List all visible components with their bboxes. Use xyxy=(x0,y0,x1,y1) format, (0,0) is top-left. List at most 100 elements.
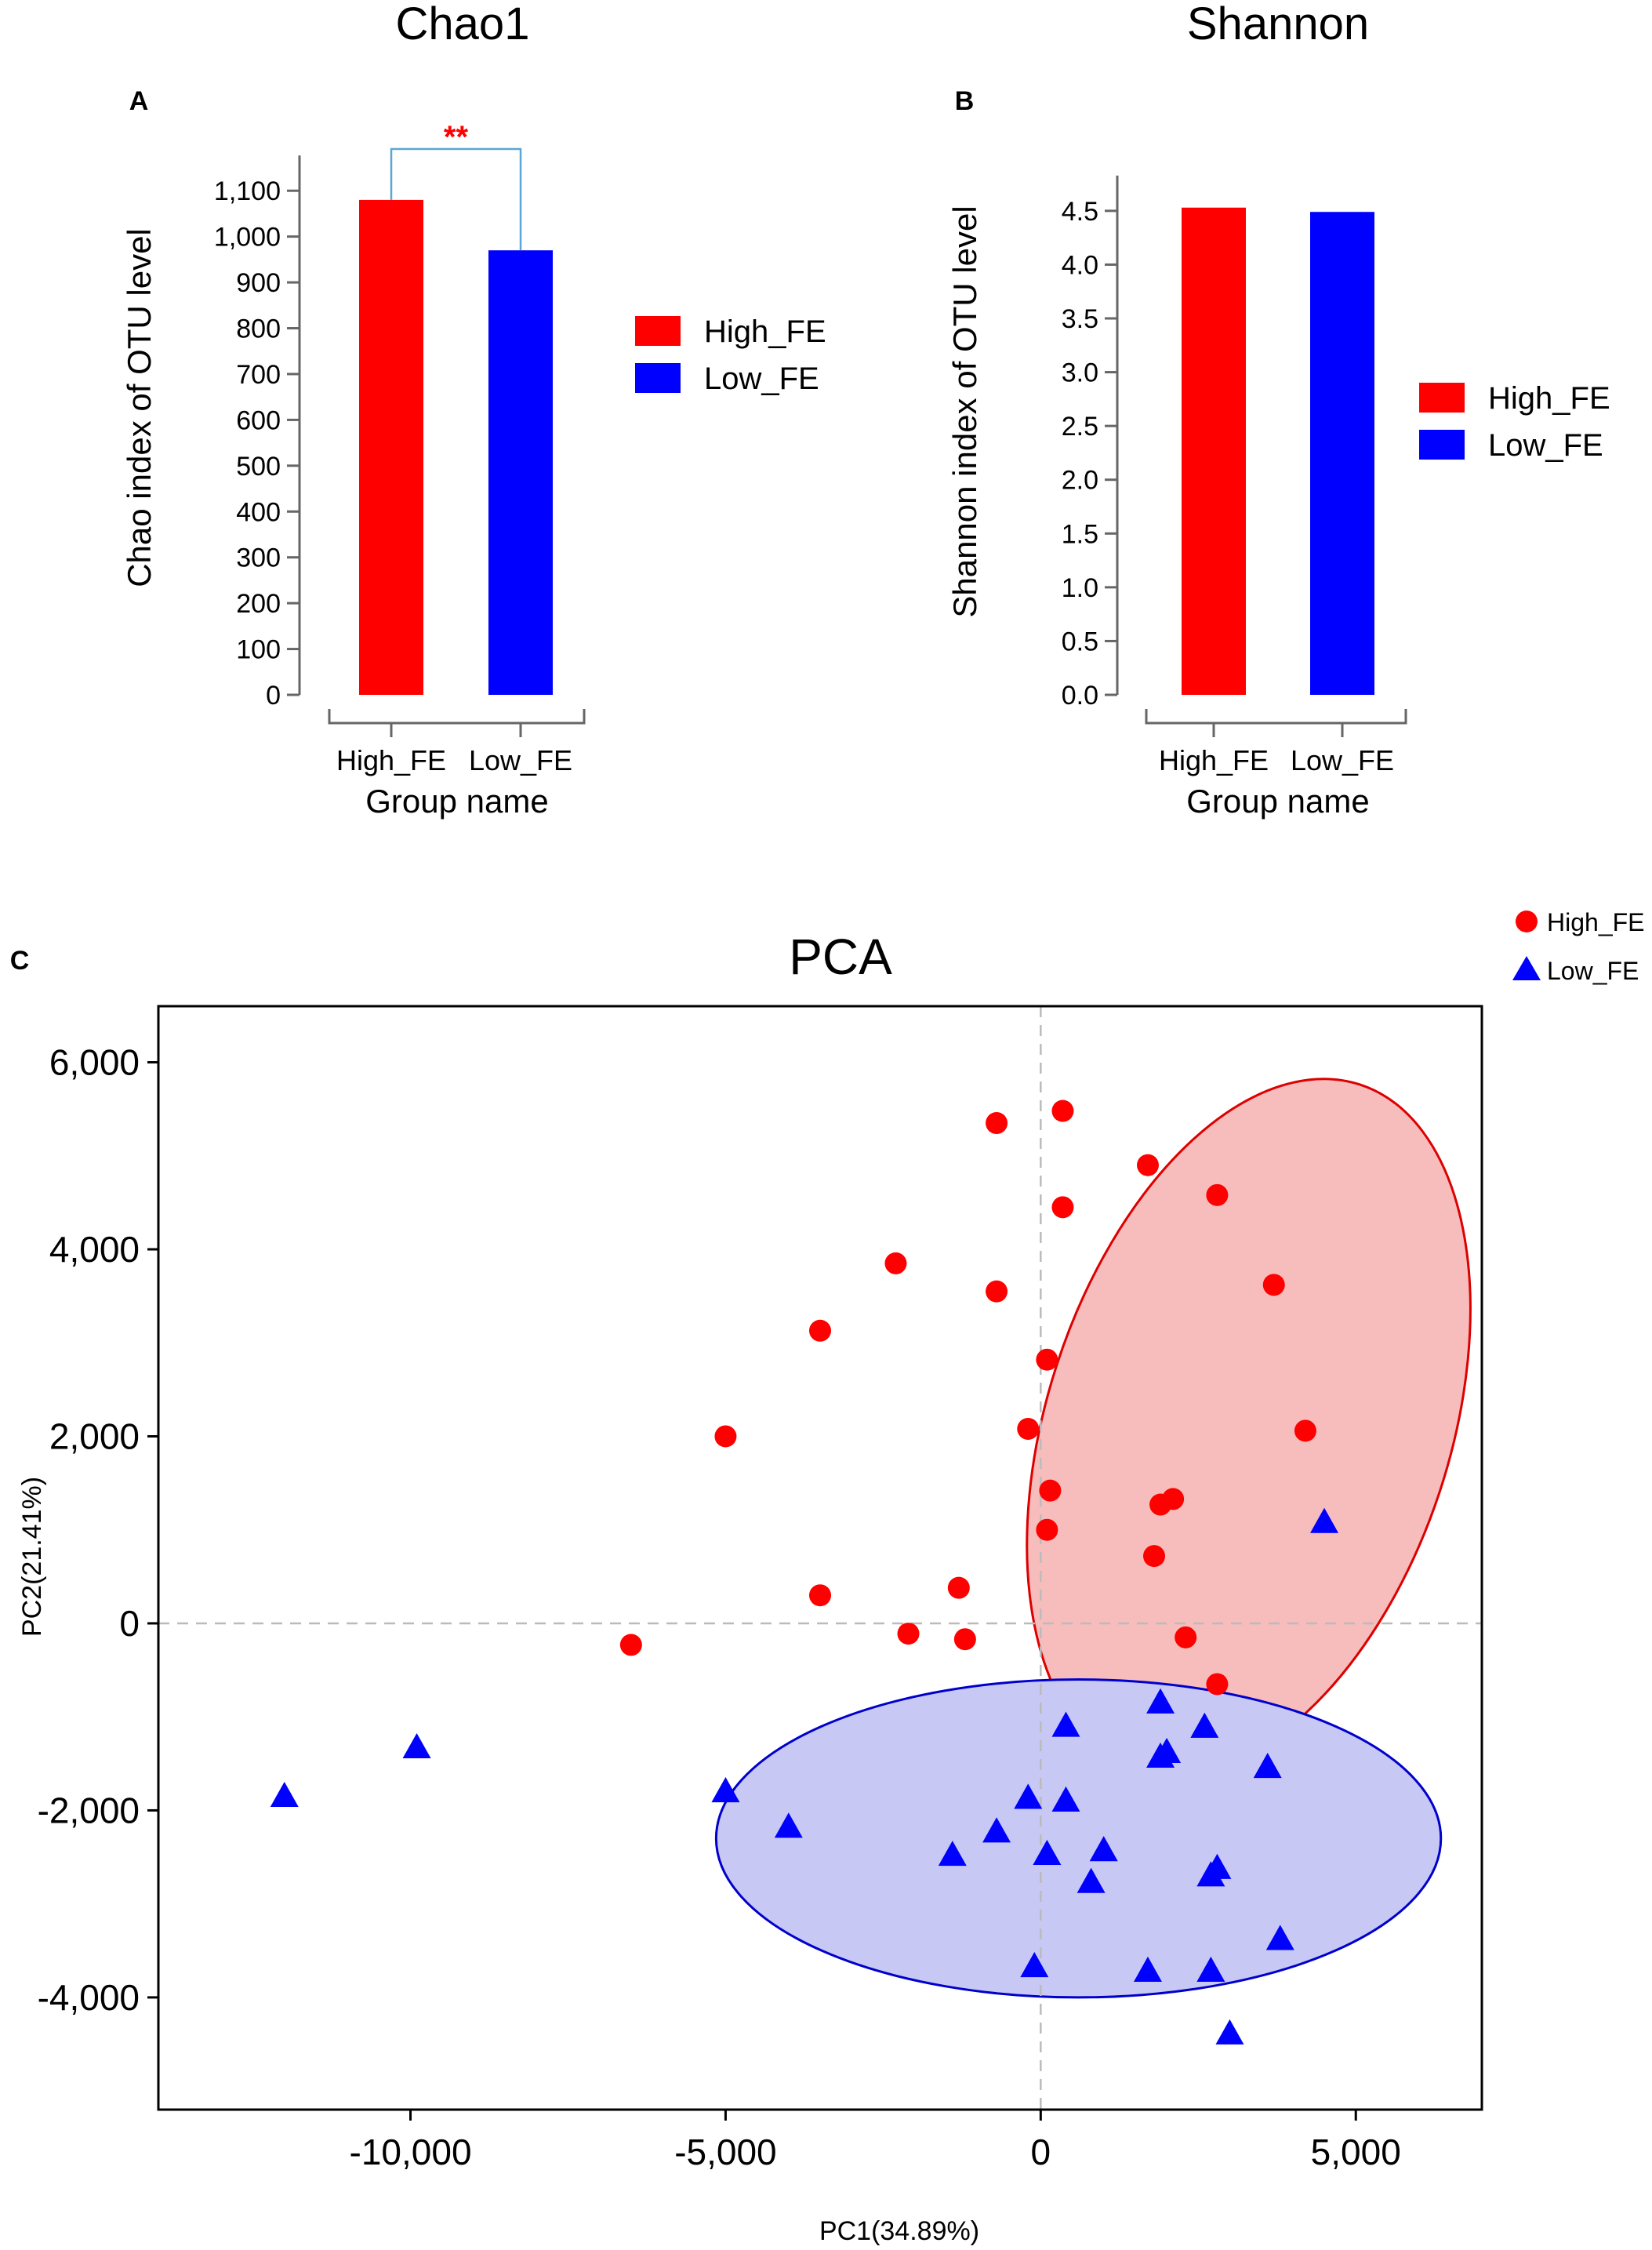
pca-y-tick-label: 2,000 xyxy=(49,1416,140,1456)
pca-point-low-fe xyxy=(1190,1712,1219,1738)
pca-x-tick-label: -5,000 xyxy=(674,2132,776,2172)
chao1-y-tick-label: 800 xyxy=(236,314,281,344)
pca-legend-label-low-fe: Low_FE xyxy=(1547,957,1639,985)
pca-point-high-fe xyxy=(1051,1196,1074,1219)
chao1-x-axis: High_FE Low_FE xyxy=(328,709,586,776)
pca-point-low-fe xyxy=(270,1781,299,1808)
pca-point-high-fe xyxy=(619,1634,642,1656)
pca-point-high-fe xyxy=(1017,1417,1040,1440)
pca-point-high-fe xyxy=(1051,1100,1074,1122)
shannon-legend-swatch-high-fe xyxy=(1419,383,1465,413)
pca-y-tick-label: 6,000 xyxy=(49,1042,140,1083)
pca-point-low-fe xyxy=(1077,1867,1106,1893)
pca-points xyxy=(270,1100,1339,2045)
pca-point-low-fe xyxy=(1051,1786,1080,1812)
chao1-y-tick-label: 200 xyxy=(236,589,281,619)
chao1-x-axis-label: Group name xyxy=(365,783,548,820)
pca-y-tick-label: 4,000 xyxy=(49,1229,140,1270)
shannon-bar-high-fe xyxy=(1182,207,1246,695)
pca-point-low-fe xyxy=(402,1732,431,1759)
chao1-y-tick-label: 600 xyxy=(236,405,281,435)
pca-x-tick-label: 5,000 xyxy=(1311,2132,1401,2172)
panel-label-b: B xyxy=(955,86,975,116)
pca-point-low-fe xyxy=(1014,1783,1043,1809)
shannon-x-axis-line xyxy=(1145,709,1407,725)
pca-point-low-fe xyxy=(774,1812,803,1838)
chao1-significance: ** xyxy=(390,120,522,251)
pca-point-low-fe xyxy=(1133,1956,1162,1983)
pca-point-high-fe xyxy=(1039,1479,1062,1502)
pca-x-axis: -10,000 -5,000 0 5,000 xyxy=(350,2110,1401,2172)
chao1-legend-label-high-fe: High_FE xyxy=(704,314,826,349)
pca-point-low-fe xyxy=(1033,1839,1062,1865)
pca-x-axis-label: PC1(34.89%) xyxy=(819,2216,979,2246)
pca-y-tick-label: 0 xyxy=(119,1603,140,1644)
pca-point-high-fe xyxy=(1206,1183,1229,1206)
pca-point-high-fe xyxy=(809,1319,831,1342)
shannon-legend-label-high-fe: High_FE xyxy=(1488,381,1610,416)
shannon-legend: High_FE Low_FE xyxy=(1419,381,1610,463)
chao1-legend-swatch-low-fe xyxy=(635,363,681,393)
pca-point-high-fe xyxy=(1143,1545,1166,1568)
shannon-x-axis-label: Group name xyxy=(1186,783,1369,820)
chao1-y-tick-label: 1,100 xyxy=(214,176,281,206)
chao1-bar-low-fe xyxy=(488,250,553,695)
pca-point-low-fe xyxy=(1203,1853,1232,1879)
pca-point-low-fe xyxy=(1215,2019,1244,2045)
shannon-y-tick-label: 4.0 xyxy=(1062,250,1098,280)
chao1-y-tick-label: 500 xyxy=(236,452,281,482)
shannon-y-tick-label: 1.5 xyxy=(1062,519,1098,549)
pca-point-high-fe xyxy=(986,1112,1008,1135)
chao1-y-tick-label: 1,000 xyxy=(214,223,281,253)
shannon-y-tick-label: 0.0 xyxy=(1062,681,1098,711)
pca-y-tick-label: -4,000 xyxy=(38,1977,140,2018)
shannon-y-tick-label: 2.5 xyxy=(1062,412,1098,442)
chao1-legend-label-low-fe: Low_FE xyxy=(704,362,819,396)
pca-point-high-fe xyxy=(809,1584,831,1607)
chao1-significance-bracket xyxy=(390,147,522,251)
chao1-x-tick-label: Low_FE xyxy=(469,744,572,776)
chao1-y-tick-label: 300 xyxy=(236,543,281,573)
pca-point-high-fe xyxy=(947,1576,970,1599)
chao1-title: Chao1 xyxy=(396,0,530,49)
pca-y-tick-label: -2,000 xyxy=(38,1790,140,1830)
panel-b-shannon: Shannon B Shannon index of OTU level 0.0… xyxy=(946,0,1610,820)
pca-y-axis-label: PC2(21.41%) xyxy=(17,1477,47,1637)
shannon-y-tick-label: 2.0 xyxy=(1062,466,1098,496)
shannon-bars xyxy=(1182,207,1374,695)
panel-label-c: C xyxy=(10,946,30,976)
chao1-bars xyxy=(359,199,553,695)
pca-point-high-fe xyxy=(897,1623,920,1645)
shannon-legend-swatch-low-fe xyxy=(1419,430,1465,460)
pca-legend-marker-high-fe xyxy=(1516,911,1538,932)
shannon-y-tick-label: 3.5 xyxy=(1062,304,1098,334)
pca-point-high-fe xyxy=(1036,1348,1058,1371)
pca-point-high-fe xyxy=(953,1628,976,1651)
shannon-y-tick-label: 0.5 xyxy=(1062,627,1098,656)
pca-point-low-fe xyxy=(711,1776,740,1803)
pca-title: PCA xyxy=(789,929,892,985)
shannon-x-axis: High_FE Low_FE xyxy=(1145,709,1407,776)
pca-point-high-fe xyxy=(714,1425,737,1448)
chao1-y-tick-label: 700 xyxy=(236,360,281,390)
pca-ellipses xyxy=(714,1078,1472,1999)
pca-point-low-fe xyxy=(938,1841,967,1867)
pca-point-high-fe xyxy=(1136,1154,1159,1176)
pca-x-tick-label: -10,000 xyxy=(350,2132,472,2172)
chao1-x-tick-label: High_FE xyxy=(336,744,446,776)
pca-point-high-fe xyxy=(1294,1419,1316,1442)
pca-point-high-fe xyxy=(1036,1518,1058,1541)
panel-a-chao1: Chao1 A Chao index of OTU level 0 100 200 3… xyxy=(121,0,826,820)
pca-point-low-fe xyxy=(1051,1711,1080,1737)
shannon-y-tick-label: 1.0 xyxy=(1062,573,1098,603)
pca-point-low-fe xyxy=(1146,1688,1175,1714)
pca-point-high-fe xyxy=(1262,1274,1285,1296)
pca-point-high-fe xyxy=(1206,1673,1229,1696)
shannon-title: Shannon xyxy=(1187,0,1369,49)
pca-point-high-fe xyxy=(1175,1626,1197,1648)
shannon-x-tick-label: Low_FE xyxy=(1291,744,1394,776)
pca-point-low-fe xyxy=(1265,1925,1294,1950)
pca-legend: High_FE Low_FE xyxy=(1512,908,1645,985)
pca-ellipse-low-fe xyxy=(714,1678,1443,1999)
